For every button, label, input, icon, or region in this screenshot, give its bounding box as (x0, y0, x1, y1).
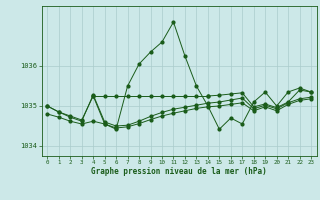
X-axis label: Graphe pression niveau de la mer (hPa): Graphe pression niveau de la mer (hPa) (91, 167, 267, 176)
